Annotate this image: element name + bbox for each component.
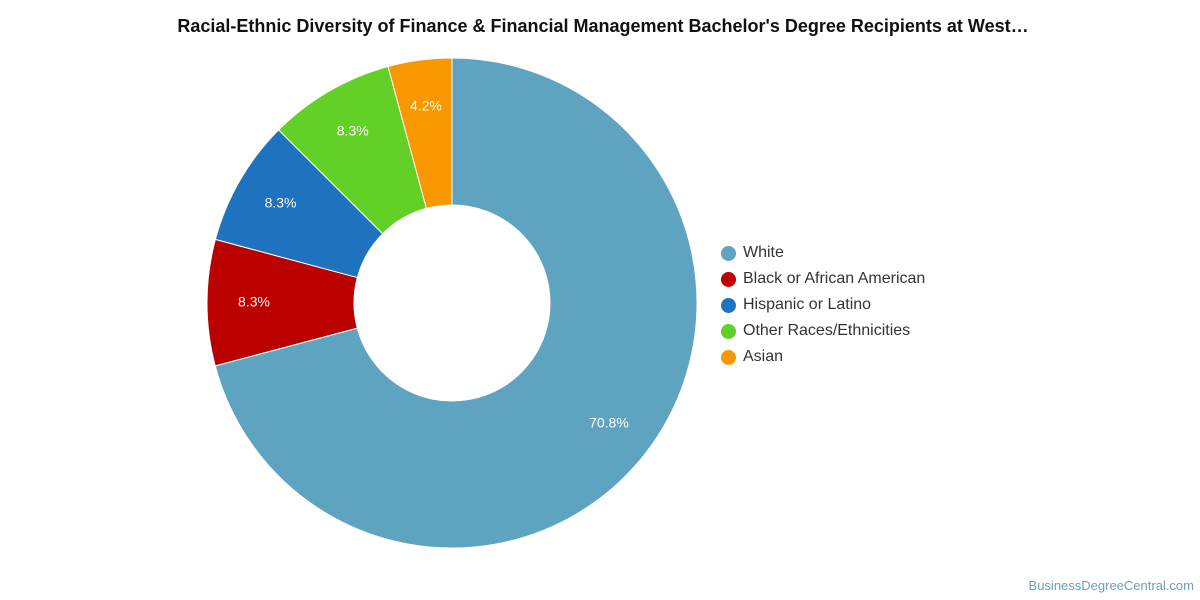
legend-label: Asian	[743, 348, 784, 365]
legend-swatch	[721, 245, 736, 261]
legend-swatch	[721, 271, 736, 287]
slice-asian[interactable]	[387, 57, 453, 210]
chart-legend: White Black or African American Hispanic o…	[721, 240, 925, 370]
data-label-asian: 4.2%	[410, 97, 442, 113]
legend-item-other-races-ethnicities[interactable]: Other Races/Ethnicities	[721, 318, 925, 344]
legend-swatch	[721, 323, 736, 339]
legend-item-hispanic-or-latino[interactable]: Hispanic or Latino	[721, 292, 925, 318]
legend-label: Hispanic or Latino	[743, 296, 872, 313]
legend-item-white[interactable]: White	[721, 240, 925, 266]
legend-label: White	[743, 244, 784, 261]
legend-label: Other Races/Ethnicities	[743, 322, 911, 339]
legend-item-black-or-african-american[interactable]: Black or African American	[721, 266, 925, 292]
data-label-black-or-african-american: 8.3%	[238, 293, 270, 309]
legend-label: Black or African American	[743, 270, 926, 287]
legend-item-asian[interactable]: Asian	[721, 344, 925, 370]
source-credit: BusinessDegreeCentral.com	[1028, 578, 1194, 593]
data-label-white: 70.8%	[589, 414, 629, 430]
legend-swatch	[721, 349, 736, 365]
data-label-hispanic-or-latino: 8.3%	[265, 195, 297, 211]
chart-title: Racial-Ethnic Diversity of Finance & Fin…	[177, 16, 1029, 36]
data-label-other-races-ethnicities: 8.3%	[337, 122, 369, 138]
slice-white[interactable]	[214, 57, 698, 549]
legend-swatch	[721, 297, 736, 313]
